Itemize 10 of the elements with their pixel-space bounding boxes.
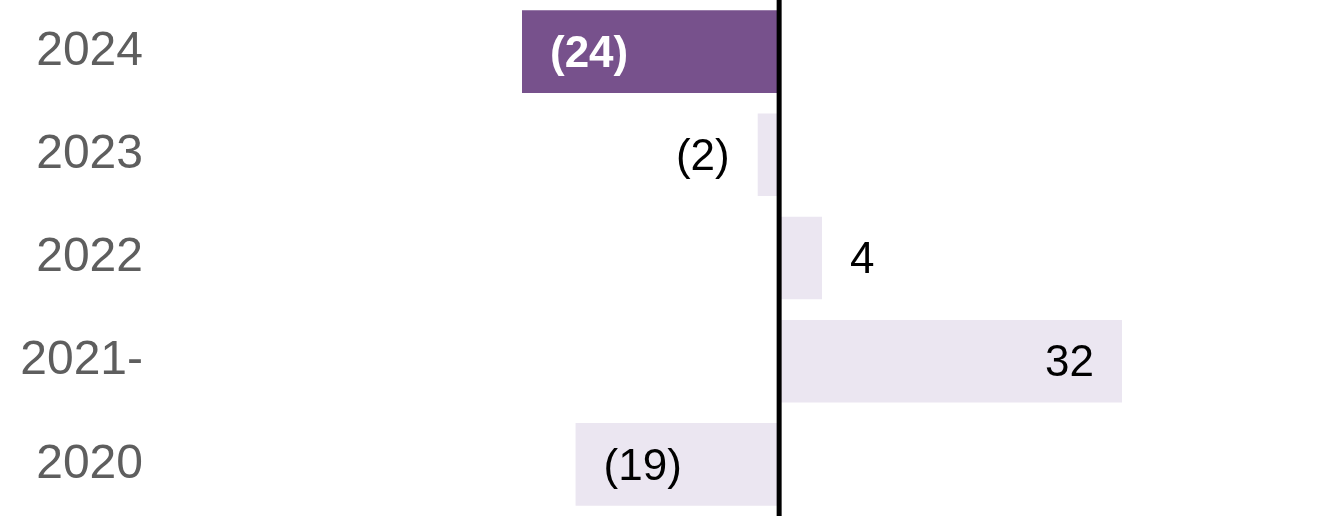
y-tick-label: 2020	[36, 434, 143, 488]
data-label: (19)	[603, 439, 682, 489]
data-label: (24)	[550, 26, 629, 76]
y-tick-label: 2023	[36, 125, 143, 179]
data-label: 32	[1045, 336, 1094, 386]
data-label: 4	[850, 233, 875, 283]
y-tick-label: 2024	[36, 21, 143, 75]
y-tick-label: 2021-	[20, 331, 143, 385]
data-label: (2)	[675, 129, 730, 179]
y-tick-label: 2022	[36, 228, 143, 282]
